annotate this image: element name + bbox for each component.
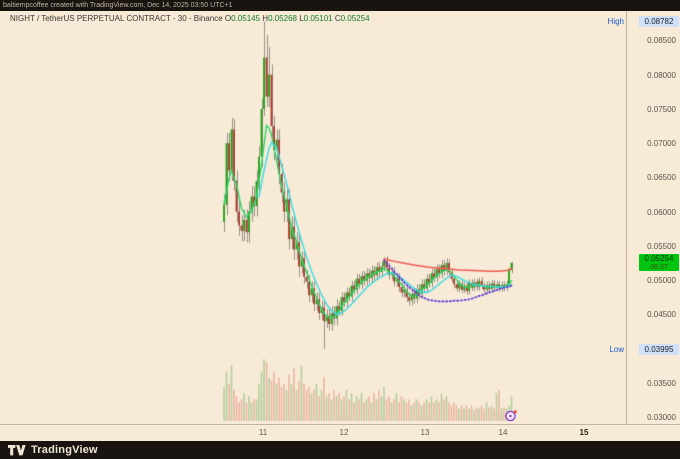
ohlc-open-value: 0.05145 <box>231 14 261 23</box>
high-price-chip: 0.08782 <box>639 15 679 27</box>
low-word: Low <box>609 345 624 354</box>
price-tick-label: 0.03500 <box>647 378 676 388</box>
high-word: High <box>607 17 624 27</box>
price-tick-label: 0.05000 <box>647 276 676 286</box>
price-tick-label: 0.06000 <box>647 207 676 217</box>
ohlc-open-label: O <box>224 14 232 23</box>
price-tick-label: 0.07000 <box>647 139 676 149</box>
low-price-chip: 0.03995 <box>639 343 679 355</box>
time-tick-label: 11 <box>258 428 268 437</box>
ohlc-close-label: C <box>334 14 341 23</box>
price-tick-label: 0.08500 <box>647 36 676 46</box>
ohlc-high-label: H <box>262 14 269 23</box>
price-tick-label: 0.04500 <box>647 310 676 320</box>
footer-bar: TradingView <box>0 441 680 459</box>
price-tick-label: 0.06500 <box>647 173 676 183</box>
chart-canvas[interactable] <box>0 11 680 441</box>
time-axis[interactable]: 11 12 13 14 15 <box>0 424 680 441</box>
attribution-bar: baltiempcoffee created with TradingView.… <box>0 0 680 11</box>
price-axis[interactable]: 0.08500 0.08000 0.07500 0.07000 0.06500 0.060… <box>626 11 680 424</box>
ohlc-close-value: 0.05254 <box>340 14 370 23</box>
alert-timer-icon[interactable] <box>504 409 518 423</box>
attribution-text: baltiempcoffee created with TradingView.… <box>3 2 233 9</box>
last-price-chip: 0.05254 06:37 <box>639 254 679 272</box>
symbol-title: NIGHT / TetherUS PERPETUAL CONTRACT - 30… <box>10 14 223 23</box>
symbol-legend[interactable]: NIGHT / TetherUS PERPETUAL CONTRACT - 30… <box>10 14 370 23</box>
time-tick-label: 15 <box>579 428 589 437</box>
ohlc-low-value: 0.05101 <box>303 14 333 23</box>
price-tick-label: 0.03000 <box>647 413 676 423</box>
time-tick-label: 13 <box>420 428 430 437</box>
ohlc-high-value: 0.05268 <box>268 14 297 23</box>
time-tick-label: 14 <box>498 428 508 437</box>
time-tick-label: 12 <box>339 428 349 437</box>
ohlc-low-label: L <box>299 14 304 23</box>
price-tick-label: 0.08000 <box>647 70 676 80</box>
tradingview-logo[interactable] <box>8 444 26 456</box>
price-tick-label: 0.05500 <box>647 241 676 251</box>
price-tick-label: 0.07500 <box>647 104 676 114</box>
brand-text: TradingView <box>31 444 98 456</box>
